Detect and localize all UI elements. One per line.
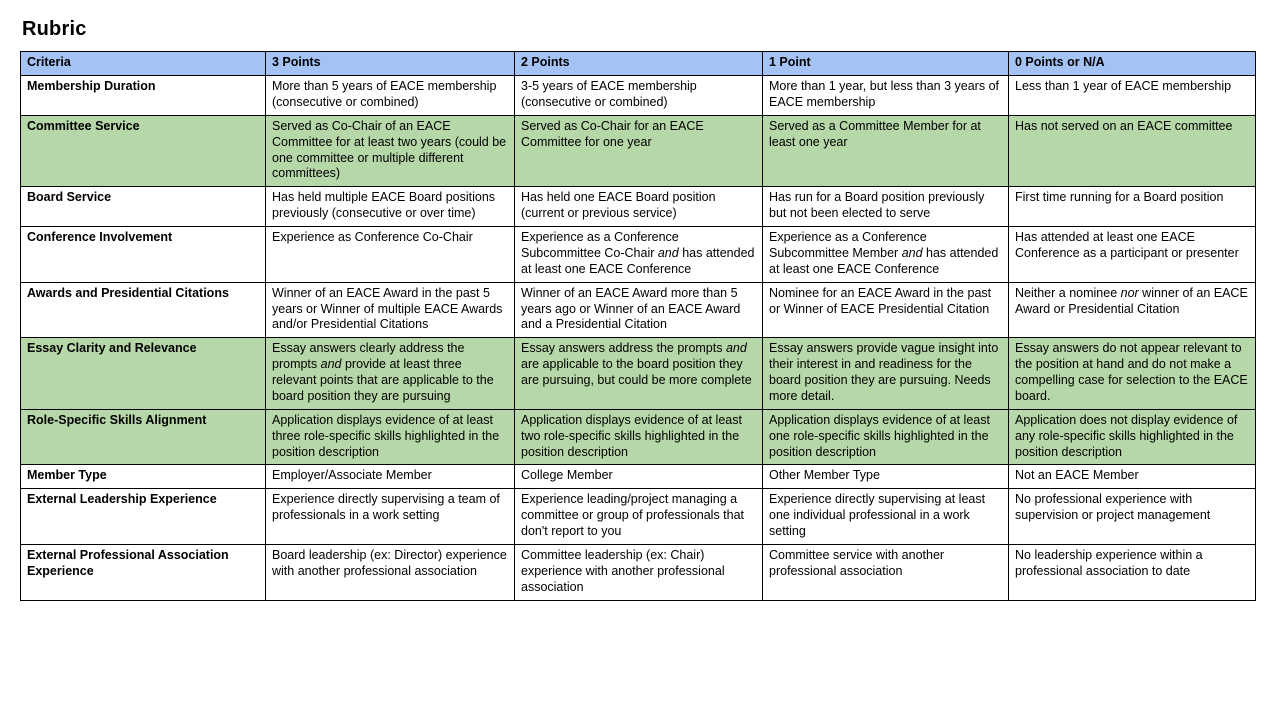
score-cell: No professional experience with supervis…: [1008, 488, 1256, 545]
score-cell: Committee leadership (ex: Chair) experie…: [514, 543, 763, 601]
score-cell: Experience as Conference Co-Chair: [265, 226, 515, 283]
header-row: Criteria 3 Points 2 Points 1 Point 0 Points …: [20, 51, 1256, 76]
criteria-cell: Membership Duration: [20, 75, 266, 116]
score-cell: Served as Co-Chair of an EACE Committee …: [265, 114, 515, 188]
score-cell: Has run for a Board position previously …: [762, 186, 1009, 227]
table-body: Membership Duration More than 5 years of …: [20, 75, 1256, 601]
score-cell: Has held multiple EACE Board positions p…: [265, 186, 515, 227]
score-cell: Experience as a Conference Subcommittee …: [762, 226, 1009, 283]
criteria-cell: Board Service: [20, 186, 266, 227]
score-cell: Served as a Committee Member for at leas…: [762, 114, 1009, 188]
score-cell: Not an EACE Member: [1008, 464, 1256, 490]
score-cell: Has not served on an EACE committee: [1008, 114, 1256, 188]
table-row: External Leadership Experience Experience…: [20, 488, 1256, 545]
table-row: Membership Duration More than 5 years of …: [20, 75, 1256, 116]
score-cell: 3-5 years of EACE membership (consecutiv…: [514, 75, 763, 116]
header-cell-0: Criteria: [20, 51, 266, 76]
table-row: Awards and Presidential Citations Winner …: [20, 281, 1256, 339]
score-cell: Experience as a Conference Subcommittee …: [514, 226, 763, 283]
table-row: Board Service Has held multiple EACE Boar…: [20, 186, 1256, 227]
score-cell: Essay answers do not appear relevant to …: [1008, 337, 1256, 410]
table-header-row: Criteria 3 Points 2 Points 1 Point 0 Points …: [20, 51, 1256, 76]
score-cell: First time running for a Board position: [1008, 186, 1256, 227]
score-cell: Less than 1 year of EACE membership: [1008, 75, 1256, 116]
criteria-cell: Member Type: [20, 464, 266, 490]
score-cell: More than 5 years of EACE membership (co…: [265, 75, 515, 116]
score-cell: College Member: [514, 464, 763, 490]
score-cell: Essay answers provide vague insight into…: [762, 337, 1009, 410]
score-cell: Employer/Associate Member: [265, 464, 515, 490]
score-cell: Experience leading/project managing a co…: [514, 488, 763, 545]
page-title: Rubric: [22, 18, 87, 40]
table-row: Member Type Employer/Associate Member Coll…: [20, 464, 1256, 490]
table-row: Committee Service Served as Co-Chair of a…: [20, 114, 1256, 188]
table-row: External Professional Association Experi…: [20, 543, 1256, 601]
score-cell: Has held one EACE Board position (curren…: [514, 186, 763, 227]
header-cell-1: 3 Points: [265, 51, 515, 76]
criteria-cell: External Professional Association Experi…: [20, 543, 266, 601]
criteria-cell: Committee Service: [20, 114, 266, 188]
score-cell: Application displays evidence of at leas…: [265, 408, 515, 466]
criteria-cell: External Leadership Experience: [20, 488, 266, 545]
score-cell: Committee service with another professio…: [762, 543, 1009, 601]
score-cell: Neither a nominee nor winner of an EACE …: [1008, 281, 1256, 339]
score-cell: Essay answers clearly address the prompt…: [265, 337, 515, 410]
score-cell: No leadership experience within a profes…: [1008, 543, 1256, 601]
score-cell: More than 1 year, but less than 3 years …: [762, 75, 1009, 116]
criteria-cell: Awards and Presidential Citations: [20, 281, 266, 339]
criteria-cell: Essay Clarity and Relevance: [20, 337, 266, 410]
score-cell: Has attended at least one EACE Conferenc…: [1008, 226, 1256, 283]
score-cell: Experience directly supervising at least…: [762, 488, 1009, 545]
header-cell-4: 0 Points or N/A: [1008, 51, 1256, 76]
score-cell: Served as Co-Chair for an EACE Committee…: [514, 114, 763, 188]
table-row: Essay Clarity and Relevance Essay answers…: [20, 337, 1256, 410]
criteria-cell: Role-Specific Skills Alignment: [20, 408, 266, 466]
score-cell: Other Member Type: [762, 464, 1009, 490]
score-cell: Winner of an EACE Award more than 5 year…: [514, 281, 763, 339]
score-cell: Application does not display evidence of…: [1008, 408, 1256, 466]
rubric-table: Criteria 3 Points 2 Points 1 Point 0 Points …: [20, 51, 1256, 601]
score-cell: Board leadership (ex: Director) experien…: [265, 543, 515, 601]
score-cell: Nominee for an EACE Award in the past or…: [762, 281, 1009, 339]
criteria-cell: Conference Involvement: [20, 226, 266, 283]
header-cell-3: 1 Point: [762, 51, 1009, 76]
score-cell: Winner of an EACE Award in the past 5 ye…: [265, 281, 515, 339]
score-cell: Essay answers address the prompts and ar…: [514, 337, 763, 410]
header-cell-2: 2 Points: [514, 51, 763, 76]
score-cell: Experience directly supervising a team o…: [265, 488, 515, 545]
score-cell: Application displays evidence of at leas…: [762, 408, 1009, 466]
score-cell: Application displays evidence of at leas…: [514, 408, 763, 466]
table-row: Conference Involvement Experience as Conf…: [20, 226, 1256, 283]
table-row: Role-Specific Skills Alignment Applicatio…: [20, 408, 1256, 466]
